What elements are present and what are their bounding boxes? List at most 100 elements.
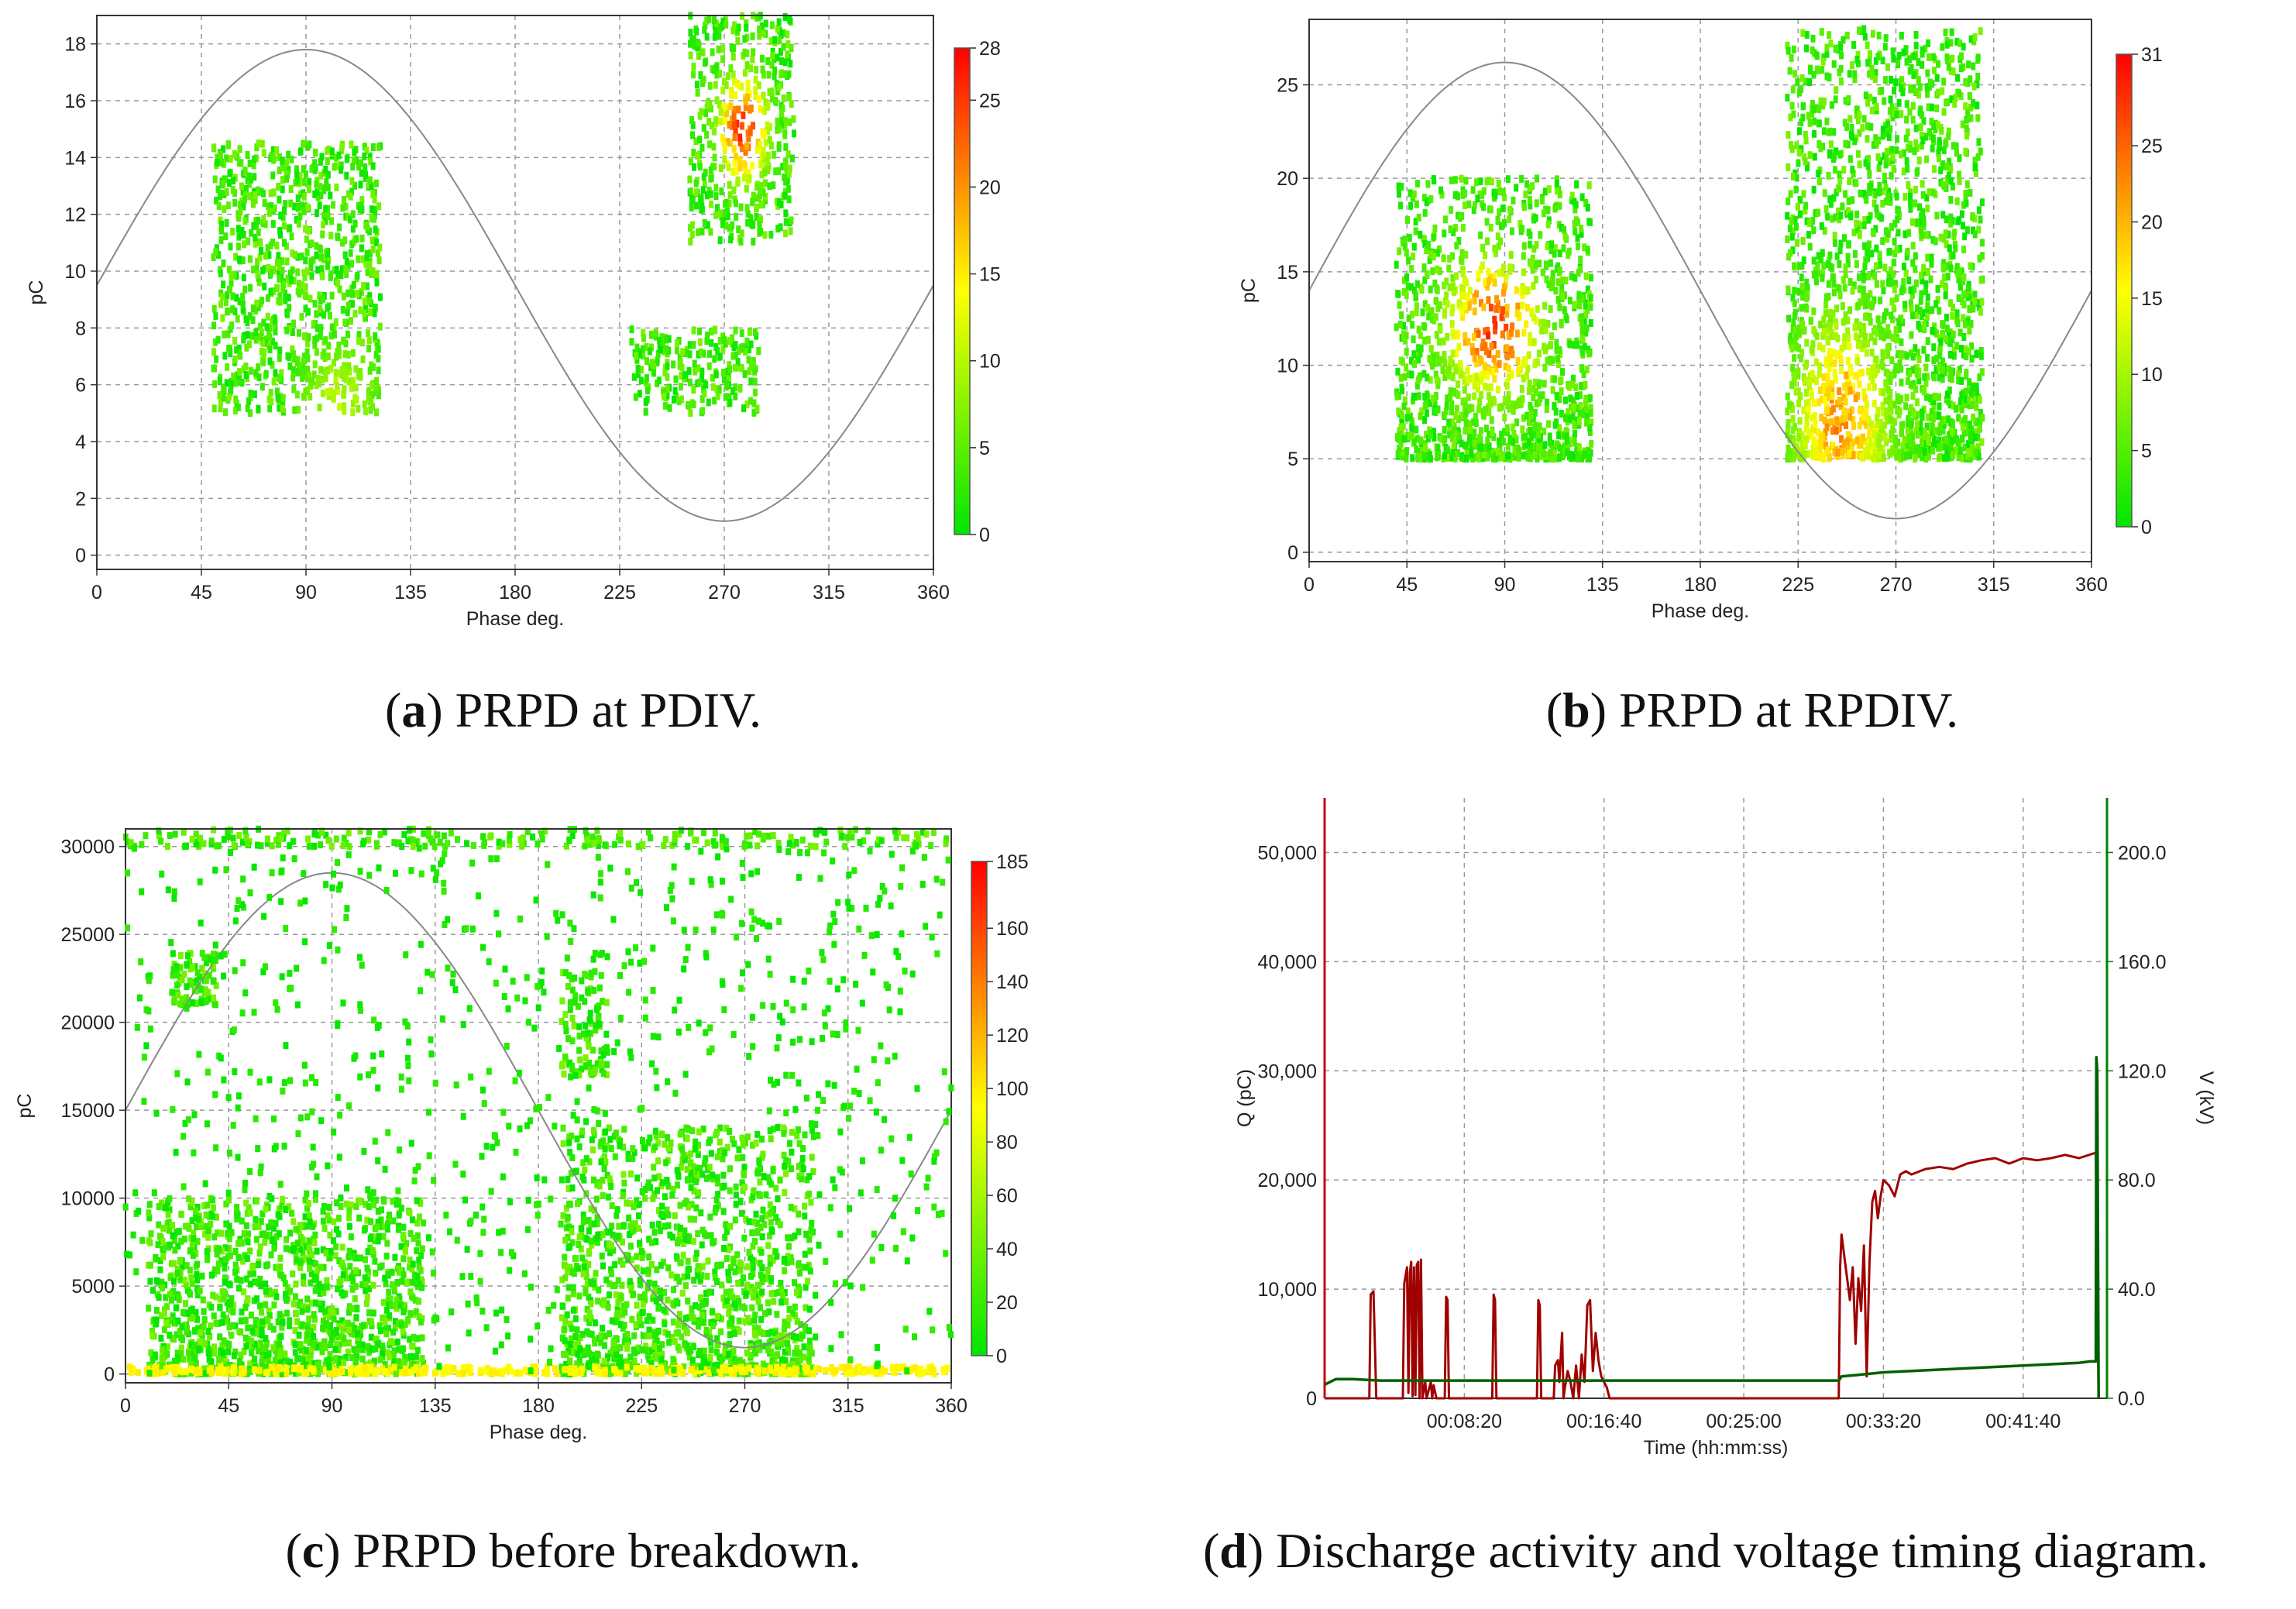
data-point	[637, 350, 642, 359]
data-point	[1548, 259, 1553, 267]
data-point	[361, 282, 366, 291]
data-point	[314, 310, 319, 318]
data-point	[1811, 326, 1817, 335]
data-point	[1961, 400, 1967, 408]
data-point	[1885, 324, 1891, 332]
data-point	[691, 326, 696, 335]
data-point	[1799, 118, 1804, 126]
data-point	[664, 345, 669, 353]
data-point	[1579, 318, 1584, 327]
data-point	[1861, 285, 1866, 294]
data-point	[1576, 443, 1582, 452]
data-point	[708, 174, 713, 183]
data-point	[1566, 407, 1571, 416]
data-point	[232, 150, 237, 158]
data-point	[713, 116, 719, 125]
data-point	[1446, 366, 1452, 374]
data-point	[1508, 250, 1514, 259]
data-point	[1980, 252, 1985, 260]
data-point	[335, 270, 341, 279]
data-point	[1946, 132, 1951, 140]
data-point	[1816, 428, 1821, 436]
data-point	[1458, 359, 1463, 368]
data-point	[1875, 153, 1881, 161]
data-point	[223, 232, 229, 241]
data-point	[1809, 431, 1814, 440]
data-point	[1425, 335, 1431, 344]
data-point	[1911, 380, 1916, 388]
data-point	[1585, 285, 1590, 294]
data-point	[1541, 209, 1546, 218]
data-point	[1440, 366, 1445, 374]
data-point	[790, 154, 796, 163]
data-point	[314, 209, 320, 218]
data-point	[1899, 84, 1904, 93]
data-point	[712, 355, 717, 363]
data-point	[1910, 392, 1916, 401]
data-point	[1481, 303, 1487, 311]
data-point	[341, 292, 346, 301]
data-point	[1951, 142, 1956, 150]
data-point	[247, 1247, 253, 1255]
data-point	[748, 340, 754, 349]
data-point	[1803, 399, 1809, 407]
data-point	[1488, 205, 1493, 214]
data-point	[1942, 368, 1947, 376]
data-point	[754, 183, 760, 191]
data-point	[341, 1339, 347, 1347]
data-point	[416, 1263, 422, 1271]
data-point	[1963, 190, 1968, 198]
data-point	[333, 369, 339, 377]
data-point	[705, 100, 710, 108]
data-point	[323, 217, 328, 225]
data-point	[1929, 253, 1934, 262]
data-point	[1527, 379, 1532, 387]
data-point	[717, 236, 723, 245]
data-point	[1882, 263, 1888, 272]
data-point	[242, 217, 248, 225]
data-point	[682, 371, 687, 380]
data-point	[1862, 242, 1868, 250]
data-point	[334, 352, 339, 361]
data-point	[1529, 433, 1535, 442]
data-point	[1789, 338, 1794, 346]
data-point	[356, 255, 361, 263]
data-point	[1896, 325, 1902, 333]
data-point	[747, 328, 752, 336]
data-point	[1861, 290, 1866, 298]
data-point	[761, 29, 767, 37]
data-point	[775, 225, 781, 233]
data-point	[1857, 231, 1862, 239]
data-point	[1878, 387, 1883, 396]
data-point	[1550, 270, 1555, 278]
data-point	[1866, 272, 1872, 280]
data-point	[1979, 198, 1985, 207]
data-point	[1829, 101, 1834, 109]
data-point	[1483, 327, 1488, 335]
data-point	[1875, 53, 1881, 61]
data-point	[1800, 29, 1806, 37]
data-point	[1533, 378, 1538, 387]
data-point	[1449, 320, 1455, 328]
data-point	[1479, 356, 1484, 365]
data-point	[1820, 66, 1825, 74]
data-point	[214, 196, 219, 205]
data-point	[1539, 326, 1545, 335]
data-point	[1456, 428, 1461, 436]
data-point	[311, 370, 317, 379]
data-point	[335, 232, 340, 241]
data-point	[1410, 454, 1415, 462]
data-point	[1919, 131, 1924, 139]
data-point	[1567, 383, 1572, 391]
colorbar-tick-label: 15	[979, 264, 1001, 286]
data-point	[1528, 240, 1533, 249]
data-point	[1528, 231, 1533, 239]
data-point	[1449, 372, 1455, 380]
data-point	[1555, 354, 1561, 363]
data-point	[703, 21, 708, 29]
data-point	[1469, 450, 1474, 459]
data-point	[1442, 281, 1447, 290]
data-point	[236, 344, 242, 352]
data-point	[1930, 428, 1935, 436]
data-point	[1892, 434, 1898, 442]
